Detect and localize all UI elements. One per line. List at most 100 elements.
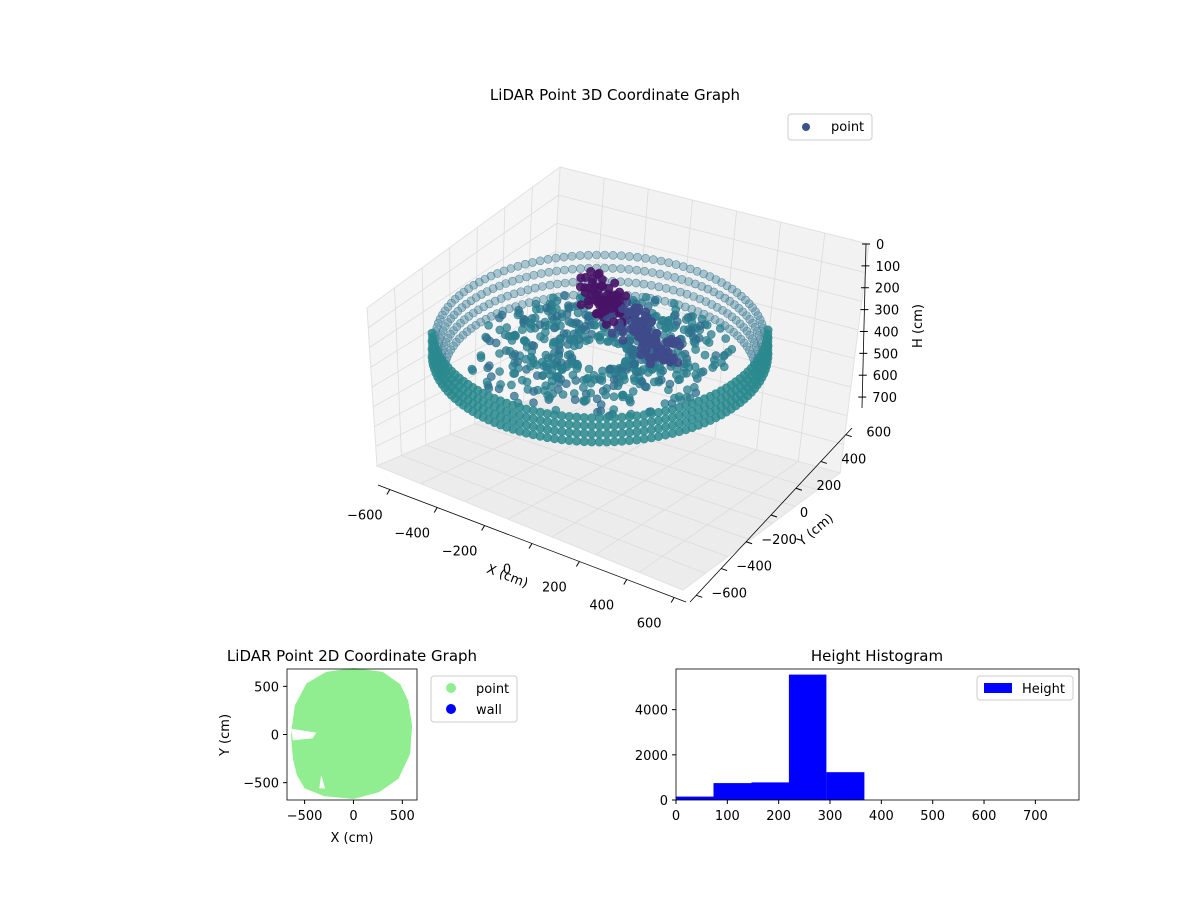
x-tick — [481, 525, 486, 531]
z-tick-label: 200 — [875, 282, 900, 297]
cloud-point — [559, 252, 569, 262]
cloud-point — [435, 314, 445, 324]
cloud-point — [671, 305, 681, 314]
z-axis-label: H (cm) — [911, 304, 926, 348]
cloud-point — [675, 287, 685, 297]
cloud-point — [661, 283, 671, 293]
cloud-point — [610, 278, 620, 288]
cloud-point — [594, 429, 604, 439]
x-tick — [386, 489, 391, 495]
grid-line — [558, 194, 866, 274]
cloud-point — [586, 378, 596, 388]
cloud-point — [669, 353, 679, 363]
cloud-point — [710, 315, 720, 324]
cloud-point — [723, 309, 732, 318]
cloud-point — [564, 419, 574, 429]
cloud-point — [720, 293, 730, 303]
cloud-point — [570, 395, 580, 405]
cloud-point — [542, 303, 551, 313]
cloud-point — [522, 377, 532, 387]
point-area-2d — [290, 668, 413, 799]
cloud-point — [486, 271, 496, 281]
ticks-3d: −600−400−2000200400600−600−400−200020040… — [347, 238, 900, 632]
cloud-point — [532, 360, 542, 370]
legend-3d-frame — [787, 113, 873, 141]
x-tick-label-histogram: 400 — [869, 809, 894, 824]
cloud-point — [681, 315, 691, 324]
cloud-point — [505, 346, 515, 356]
legend-3d-marker — [802, 123, 810, 131]
cloud-point — [620, 359, 630, 369]
cloud-point — [589, 370, 599, 380]
y-tick — [820, 460, 828, 464]
cloud-point — [652, 328, 662, 338]
cloud-point — [544, 267, 554, 277]
histogram-title: Height Histogram — [811, 647, 943, 665]
cloud-point — [479, 302, 489, 312]
cloud-point — [567, 251, 577, 261]
cloud-point — [618, 335, 628, 345]
cloud-point — [624, 436, 634, 446]
gap-region — [290, 728, 317, 741]
cloud-point — [602, 421, 612, 431]
cloud-point — [495, 367, 504, 376]
cloud-point — [599, 297, 609, 307]
x-tick-label-2d: 500 — [390, 809, 415, 824]
cloud-point — [572, 412, 582, 422]
cloud-point — [624, 264, 634, 274]
cloud-point — [682, 289, 692, 299]
cloud-point — [608, 251, 618, 260]
ticks-histogram: 0 100 200 300 400 500 600 700 0 2000 4000 — [635, 704, 1048, 824]
cloud-point — [672, 317, 682, 326]
cloud-point — [590, 320, 600, 330]
cloud-point — [587, 421, 597, 431]
cloud-point — [496, 294, 506, 303]
cloud-point — [499, 266, 509, 276]
cloud-point — [736, 334, 746, 344]
cloud-point — [647, 280, 656, 290]
cloud-point — [609, 405, 619, 414]
cloud-point — [427, 336, 437, 346]
y-tick — [745, 541, 753, 545]
cloud-point — [466, 324, 476, 333]
cloud-point — [549, 360, 558, 369]
cloud-point — [624, 412, 634, 422]
cloud-point — [636, 333, 646, 343]
cloud-point — [640, 266, 649, 276]
cloud-point — [640, 382, 650, 391]
cloud-point — [556, 363, 566, 373]
cloud-point — [617, 304, 627, 314]
cloud-point — [506, 264, 516, 273]
cloud-point — [484, 320, 493, 330]
y-tick — [720, 568, 728, 572]
cloud-point — [617, 412, 627, 422]
cloud-point — [583, 250, 593, 260]
cloud-point — [474, 305, 483, 315]
cloud-point — [709, 355, 719, 365]
cloud-point — [551, 253, 561, 263]
cloud-point — [662, 337, 672, 347]
cloud-point — [593, 332, 603, 341]
cloud-point — [672, 370, 681, 380]
x-tick-label-2d: 0 — [349, 809, 357, 824]
cloud-point — [571, 318, 581, 327]
cloud-point — [592, 250, 601, 260]
cloud-point — [529, 387, 539, 396]
cloud-point — [548, 293, 558, 303]
cloud-point — [552, 311, 562, 321]
cloud-point — [632, 265, 642, 275]
y-tick — [696, 594, 703, 598]
cloud-point — [427, 352, 437, 362]
cloud-point — [497, 310, 507, 320]
cloud-point — [564, 411, 574, 421]
cloud-point — [553, 279, 562, 289]
cloud-point — [579, 413, 589, 423]
legend-3d-label: point — [831, 120, 864, 135]
grid-line — [450, 433, 751, 541]
cloud-point — [719, 362, 729, 372]
cloud-point — [617, 436, 627, 446]
cloud-point — [664, 258, 674, 268]
cloud-point — [712, 302, 722, 312]
cloud-point — [503, 291, 512, 301]
